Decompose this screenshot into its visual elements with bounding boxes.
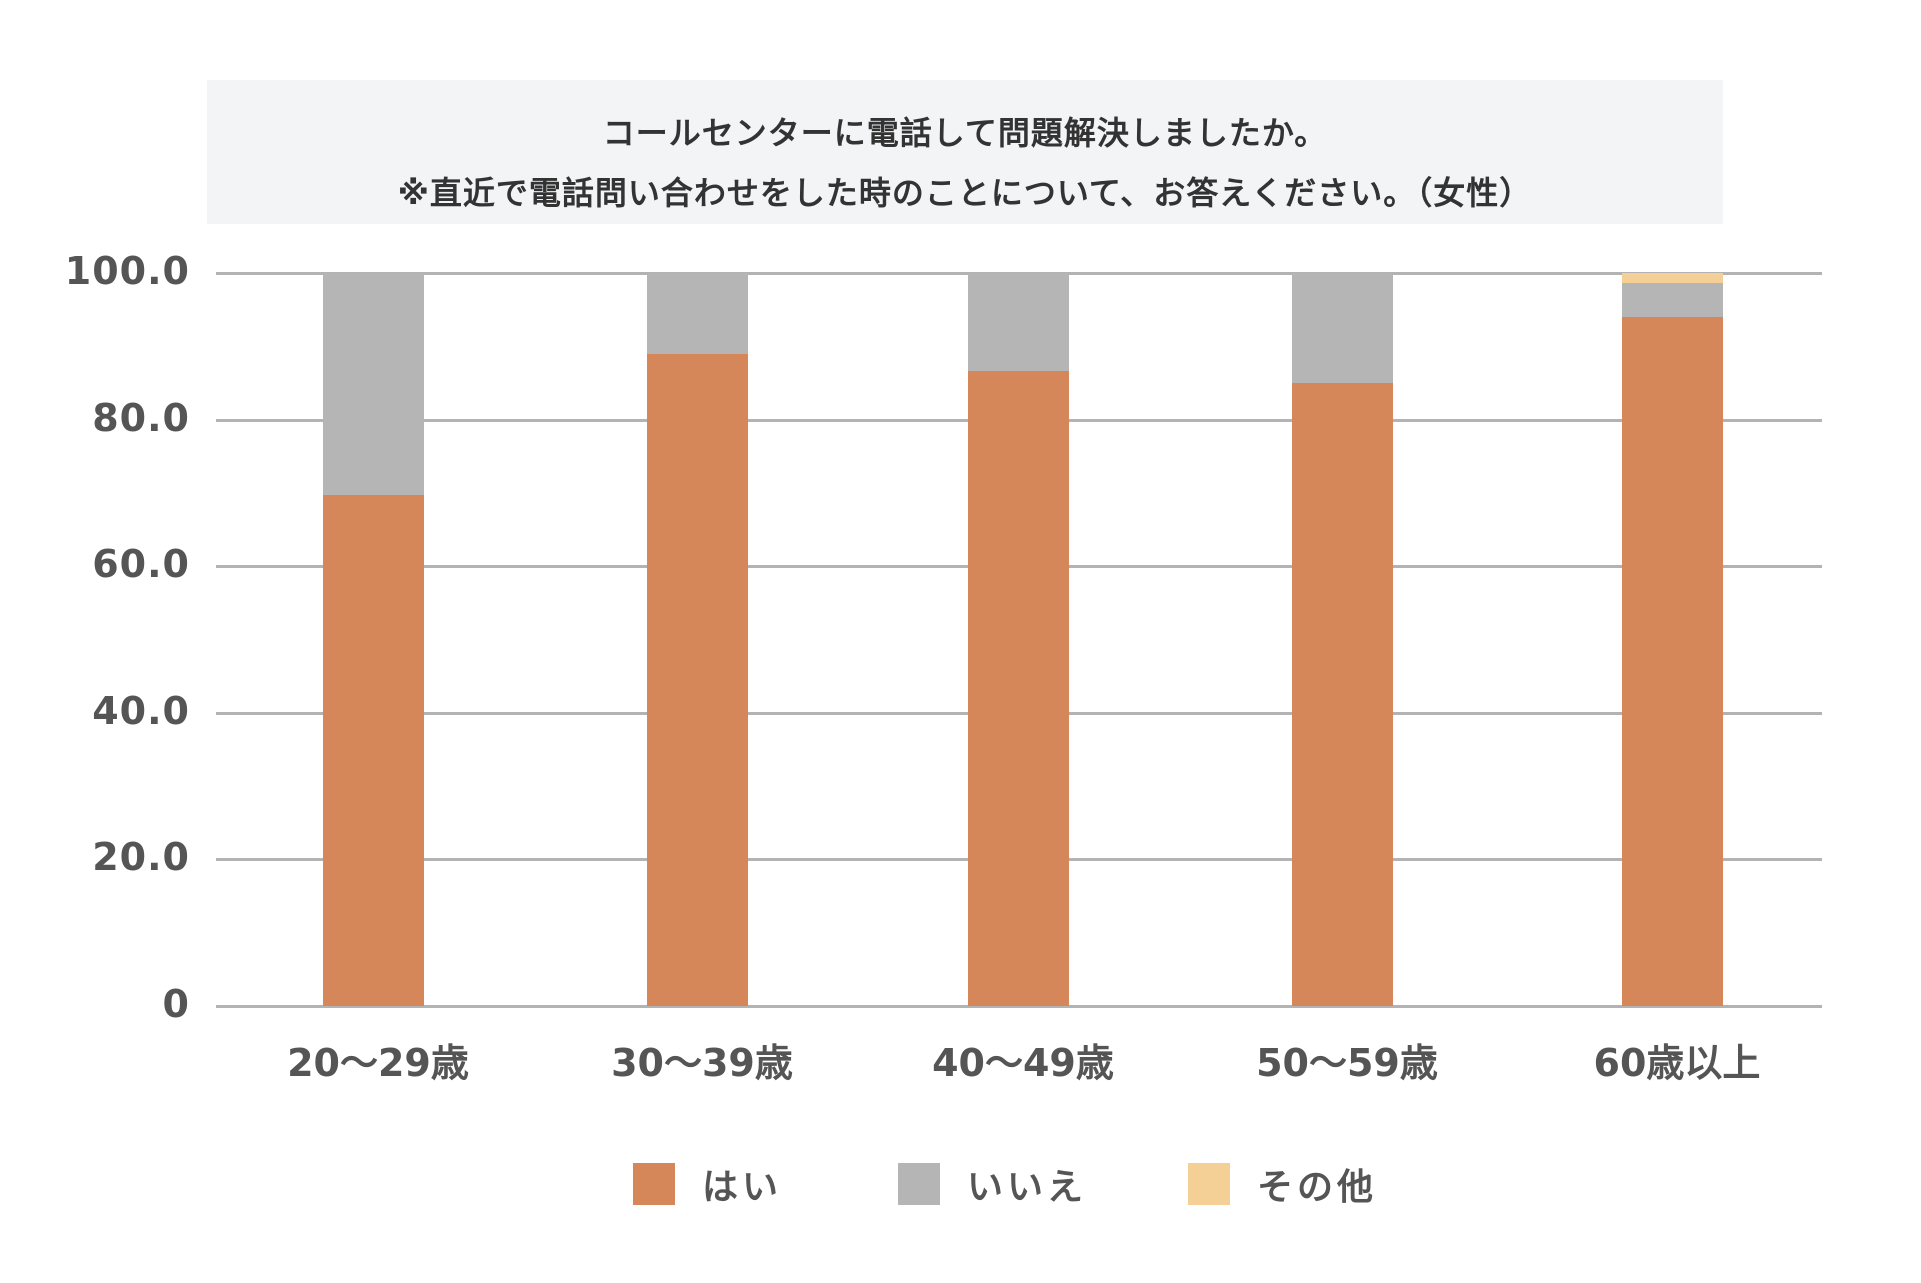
chart-subtitle: ※直近で電話問い合わせをした時のことについて、お答えください。（女性） <box>397 174 1533 212</box>
legend-label: その他 <box>1257 1167 1378 1208</box>
bar-segment <box>322 273 424 496</box>
y-tick-label: 20.0 <box>92 835 190 880</box>
x-tick-label: 20〜29歳 <box>287 1041 469 1085</box>
bar-segment <box>646 273 748 355</box>
bar-stack <box>967 273 1069 1006</box>
bar-segment <box>1291 382 1393 1006</box>
bar-segment <box>1621 316 1723 1006</box>
legend-item: その他 <box>1188 1163 1377 1208</box>
plot-area <box>216 272 1822 1008</box>
bar-segment <box>967 371 1069 1006</box>
legend-swatch-icon <box>1188 1163 1230 1205</box>
legend: はい いいえ その他 <box>0 1163 1921 1208</box>
x-tick-label: 30〜39歳 <box>611 1041 793 1085</box>
bar-stack <box>322 273 424 1006</box>
legend-swatch-icon <box>898 1163 940 1205</box>
y-tick-label: 100.0 <box>64 249 190 293</box>
gridline <box>216 1005 1822 1008</box>
bar-segment <box>1621 273 1723 284</box>
legend-label: はい <box>702 1167 783 1208</box>
y-tick-label: 40.0 <box>92 688 190 733</box>
bar-stack <box>646 273 748 1006</box>
legend-swatch-icon <box>633 1163 675 1205</box>
chart-title-box: コールセンターに電話して問題解決しましたか。 ※直近で電話問い合わせをした時のこ… <box>207 80 1723 224</box>
y-tick-label: 80.0 <box>92 395 190 440</box>
y-tick-label: 60.0 <box>92 542 190 587</box>
x-tick-label: 60歳以上 <box>1593 1041 1761 1085</box>
x-tick-label: 40〜49歳 <box>932 1041 1114 1085</box>
bar-stack <box>1621 273 1723 1006</box>
bar-segment <box>322 495 424 1006</box>
bar-segment <box>1621 283 1723 317</box>
bar-segment <box>646 354 748 1006</box>
x-tick-label: 50〜59歳 <box>1256 1041 1438 1085</box>
chart-title: コールセンターに電話して問題解決しましたか。 <box>602 114 1328 152</box>
bar-segment <box>967 273 1069 372</box>
legend-item: はい <box>633 1163 782 1208</box>
legend-label: いいえ <box>967 1167 1088 1208</box>
y-tick-label: 0 <box>162 982 190 1026</box>
legend-item: いいえ <box>898 1163 1087 1208</box>
bar-stack <box>1291 273 1393 1006</box>
bar-segment <box>1291 273 1393 383</box>
